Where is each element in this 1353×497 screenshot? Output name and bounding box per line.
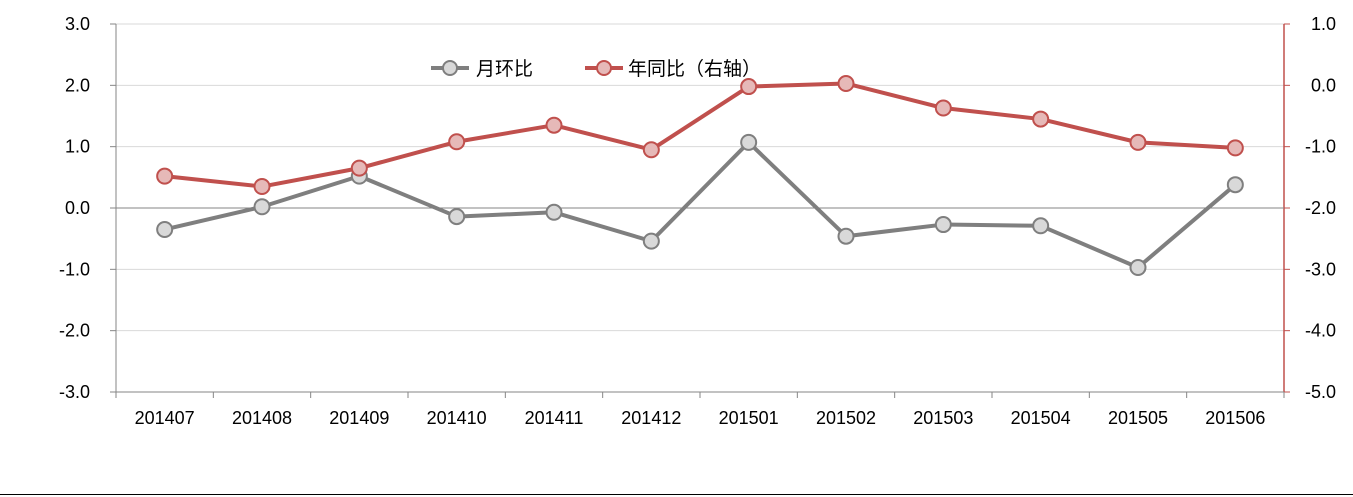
data-point	[1226, 139, 1244, 157]
x-tick-label: 201408	[232, 408, 292, 428]
series-yoy	[156, 74, 1244, 196]
left-tick-label: -2.0	[59, 321, 90, 341]
data-point	[1032, 217, 1050, 235]
left-tick-label: -1.0	[59, 259, 90, 279]
data-point	[1032, 110, 1050, 128]
data-point	[545, 203, 563, 221]
data-point	[740, 133, 758, 151]
right-tick-label: -5.0	[1305, 382, 1336, 402]
data-point	[448, 133, 466, 151]
right-tick-label: -4.0	[1305, 321, 1336, 341]
x-tick-label: 201503	[913, 408, 973, 428]
left-axis-ticks: 3.0 2.0 1.0 0.0 -1.0 -2.0 -3.0	[59, 14, 116, 402]
data-point	[448, 208, 466, 226]
x-tick-label: 201410	[427, 408, 487, 428]
right-tick-label: -3.0	[1305, 259, 1336, 279]
series-line	[164, 81, 1236, 189]
x-tick-label: 201502	[816, 408, 876, 428]
left-tick-label: 0.0	[65, 198, 90, 218]
data-point	[934, 99, 952, 117]
legend-label-mom: 月环比	[476, 58, 533, 80]
data-point	[1226, 176, 1244, 194]
left-tick-label: 3.0	[65, 14, 90, 34]
x-tick-label: 201501	[719, 408, 779, 428]
right-axis-ticks: 1.0 0.0 -1.0 -2.0 -3.0 -4.0 -5.0	[1284, 14, 1336, 402]
left-tick-label: 1.0	[65, 137, 90, 157]
bottom-border	[0, 494, 1353, 495]
data-point	[642, 141, 660, 159]
right-tick-label: 0.0	[1311, 75, 1336, 95]
data-point	[1129, 133, 1147, 151]
right-tick-label: -1.0	[1305, 137, 1336, 157]
data-point	[934, 216, 952, 234]
legend-item-mom: 月环比	[431, 58, 533, 80]
data-point	[156, 220, 174, 238]
right-tick-label: -2.0	[1305, 198, 1336, 218]
right-tick-label: 1.0	[1311, 14, 1336, 34]
series-line	[164, 140, 1237, 270]
x-tick-label: 201411	[525, 408, 584, 428]
x-tick-label: 201407	[135, 408, 195, 428]
x-tick-label: 201505	[1108, 408, 1168, 428]
x-tick-label: 201412	[621, 408, 681, 428]
legend-label-yoy: 年同比（右轴）	[628, 58, 761, 80]
series-group	[156, 74, 1244, 276]
x-tick-label: 201506	[1205, 408, 1265, 428]
data-point	[545, 116, 563, 134]
data-point	[253, 178, 271, 196]
data-point	[837, 227, 855, 245]
data-point	[642, 232, 660, 250]
legend-marker-mom	[442, 60, 458, 76]
x-tick-label: 201504	[1011, 408, 1071, 428]
data-point	[156, 167, 174, 185]
series-mom	[156, 133, 1244, 276]
legend-marker-yoy	[596, 60, 612, 76]
x-axis-ticks: 201407 201408 201409 201410 201411 201412 2015…	[115, 392, 1285, 428]
data-point	[253, 198, 271, 216]
legend: 月环比 年同比（右轴）	[431, 58, 761, 80]
data-point	[740, 78, 758, 96]
x-tick-label: 201409	[329, 408, 389, 428]
left-tick-label: -3.0	[59, 382, 90, 402]
left-tick-label: 2.0	[65, 75, 90, 95]
legend-item-yoy: 年同比（右轴）	[585, 58, 761, 80]
data-point	[1129, 258, 1147, 276]
data-point	[837, 74, 855, 92]
data-point	[350, 159, 368, 177]
